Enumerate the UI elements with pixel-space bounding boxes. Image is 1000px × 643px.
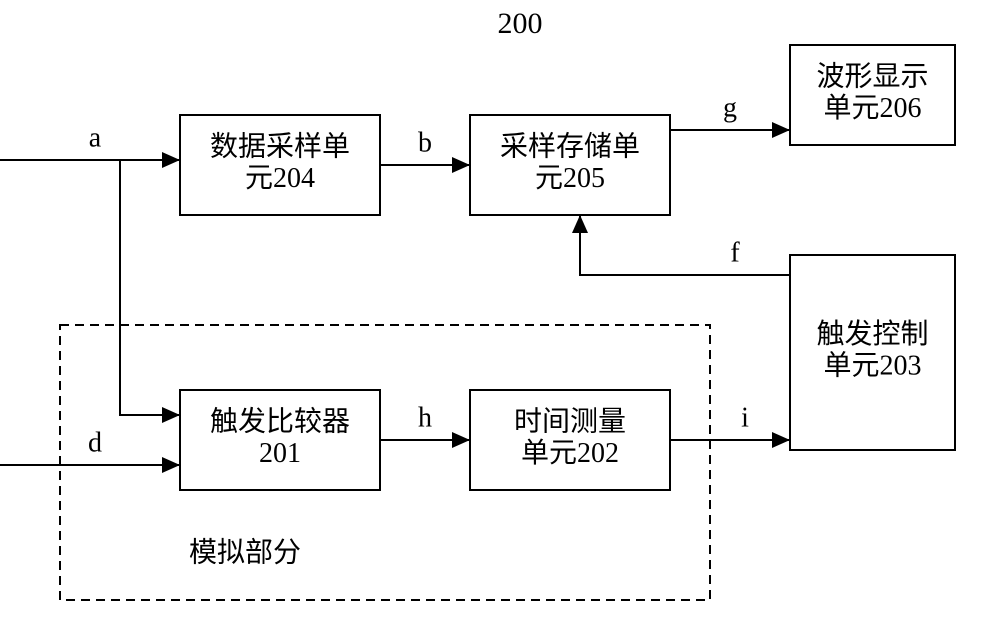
svg-text:元204: 元204 [245, 163, 315, 194]
diagram-title: 200 [498, 7, 543, 40]
svg-text:触发控制: 触发控制 [816, 318, 928, 350]
edge-label-h_201_202: h [418, 402, 432, 433]
svg-text:单元202: 单元202 [521, 437, 619, 469]
svg-text:单元206: 单元206 [823, 92, 921, 124]
svg-text:单元203: 单元203 [823, 350, 921, 382]
edge-f_203_205 [580, 215, 790, 275]
analog-section-label: 模拟部分 [189, 536, 301, 568]
svg-text:时间测量: 时间测量 [514, 406, 626, 438]
node-n202: 时间测量单元202 [470, 390, 670, 490]
edge-label-g_205_206: g [723, 92, 737, 123]
edge-label-b_204_205: b [418, 127, 432, 158]
edge-label-d_in: d [88, 427, 102, 458]
edge-label-a_in: a [89, 122, 102, 153]
edge-label-i_202_203: i [741, 402, 749, 433]
svg-text:数据采样单: 数据采样单 [210, 131, 350, 163]
edge-a_down_to_201 [120, 160, 180, 415]
node-n205: 采样存储单元205 [470, 115, 670, 215]
node-n206: 波形显示单元206 [790, 45, 955, 145]
svg-text:201: 201 [259, 438, 301, 469]
node-n201: 触发比较器201 [180, 390, 380, 490]
node-n203: 触发控制单元203 [790, 255, 955, 450]
svg-text:元205: 元205 [535, 163, 605, 194]
edge-label-f_203_205: f [730, 237, 740, 268]
svg-text:采样存储单: 采样存储单 [500, 131, 640, 163]
node-n204: 数据采样单元204 [180, 115, 380, 215]
svg-text:触发比较器: 触发比较器 [210, 406, 350, 438]
svg-text:波形显示: 波形显示 [816, 61, 928, 93]
